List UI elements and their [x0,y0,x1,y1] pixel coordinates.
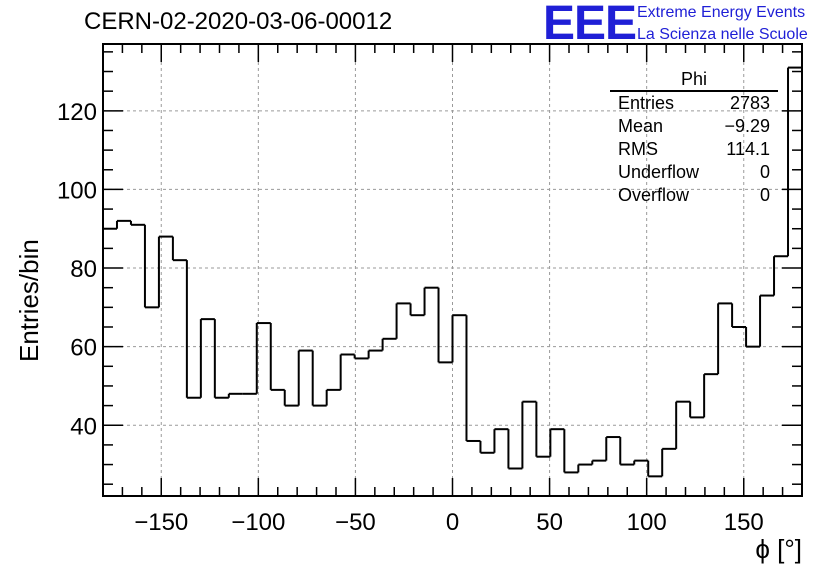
stats-label: RMS [618,139,658,159]
y-axis-label: Entries/bin [14,239,44,362]
stats-row-rms: RMS 114.1 [610,138,778,161]
stats-label: Mean [618,116,664,136]
eee-logo: EEE [543,0,637,50]
stats-box: Phi Entries 2783 Mean −9.29 RMS 114.1 Un… [610,68,778,207]
logo-line-2: La Scienza nelle Scuole [637,26,808,43]
stats-row-underflow: Underflow 0 [610,161,778,184]
y-tick-label: 80 [70,256,97,283]
stats-value: 0 [759,185,770,205]
stats-label: Overflow [618,185,690,205]
x-tick-label: −100 [231,509,285,536]
stats-value: 2783 [729,93,770,113]
x-tick-label: 50 [536,509,563,536]
stats-row-mean: Mean −9.29 [610,115,778,138]
stats-title: Phi [610,68,778,92]
logo-line-1: Extreme Energy Events [637,4,806,21]
stats-label: Underflow [618,162,700,182]
x-tick-label: −150 [134,509,188,536]
x-axis-label: ϕ [°] [755,534,802,564]
run-title: CERN-02-2020-03-06-00012 [84,8,393,35]
y-tick-label: 120 [57,99,97,126]
stats-value: −9.29 [724,116,770,136]
stats-label: Entries [618,93,675,113]
stats-row-entries: Entries 2783 [610,92,778,115]
y-tick-label: 100 [57,177,97,204]
x-tick-label: 150 [724,509,764,536]
stats-value: 114.1 [726,139,770,159]
x-tick-label: 100 [627,509,667,536]
y-tick-label: 40 [70,413,97,440]
stats-row-overflow: Overflow 0 [610,184,778,207]
x-tick-label: 0 [446,509,459,536]
y-axis-label-wrap: Entries/bin [6,182,44,362]
x-tick-label: −50 [335,509,376,536]
stats-value: 0 [759,162,770,182]
y-tick-label: 60 [70,335,97,362]
